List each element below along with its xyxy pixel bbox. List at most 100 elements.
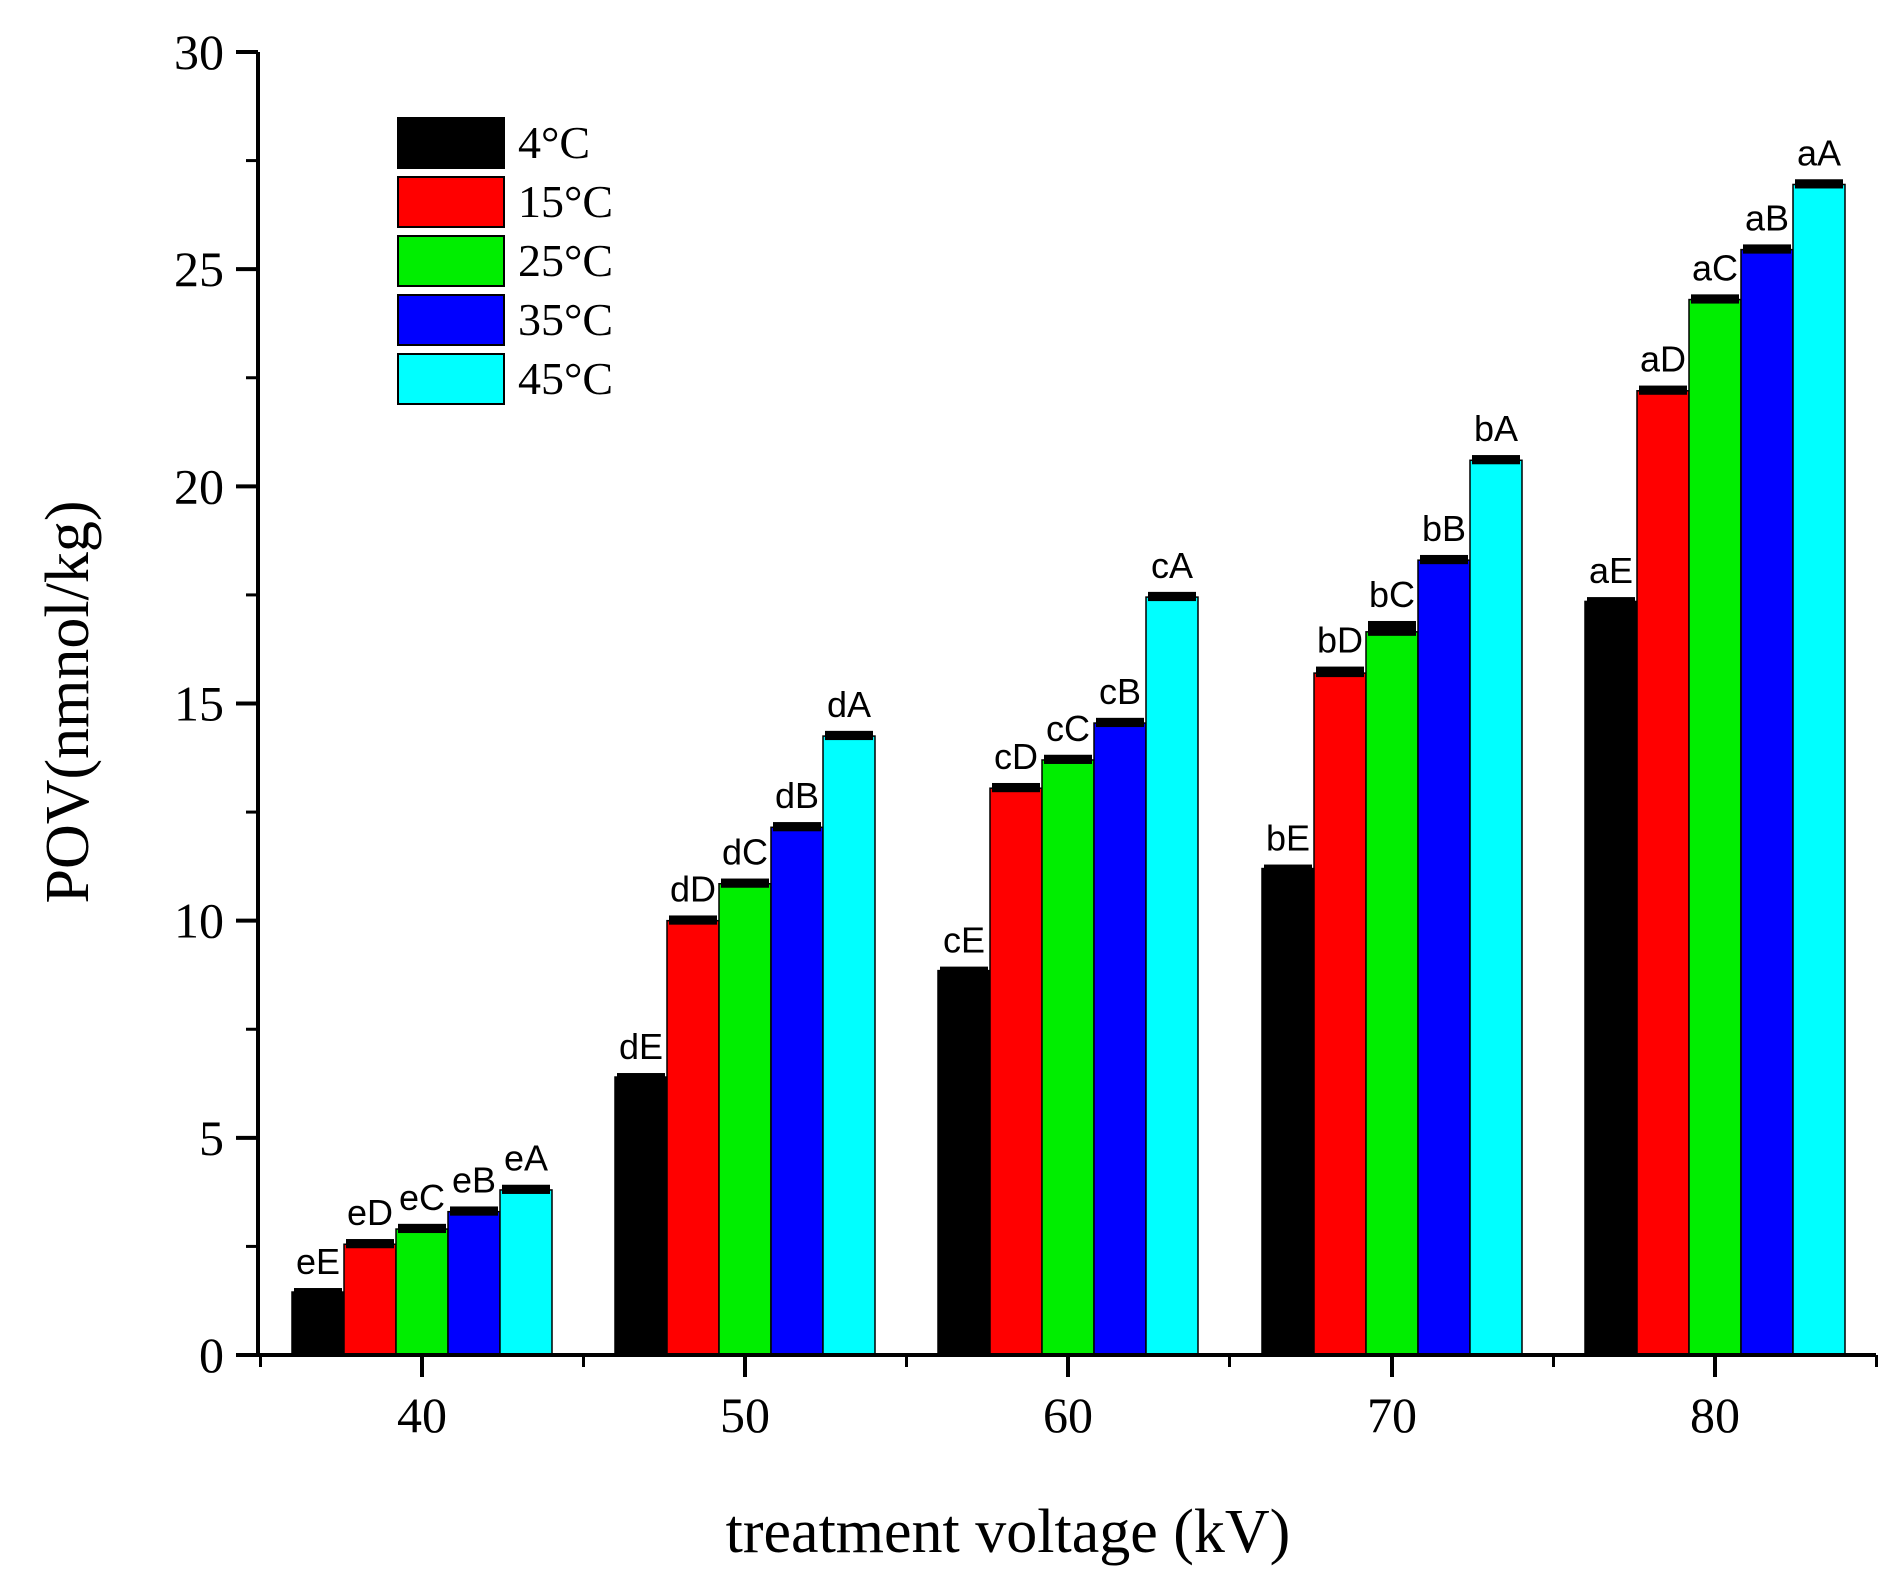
bar: [1417, 559, 1471, 1356]
bar: [1313, 672, 1367, 1356]
x-tick-label: 60: [1043, 1387, 1093, 1443]
significance-label: eC: [399, 1177, 445, 1218]
significance-label: dA: [827, 684, 871, 725]
error-cap: [1795, 179, 1843, 189]
legend-swatch: [397, 176, 505, 228]
bar: [499, 1189, 553, 1356]
bar: [718, 882, 772, 1356]
y-tick-label: 30: [174, 24, 224, 80]
bar: [291, 1291, 345, 1356]
y-tick-label: 10: [174, 893, 224, 949]
significance-label: cE: [943, 920, 985, 961]
x-tick-label: 50: [720, 1387, 770, 1443]
error-cap: [1264, 864, 1312, 873]
error-cap: [669, 915, 717, 925]
significance-label: eA: [504, 1138, 548, 1179]
legend-swatch: [397, 294, 505, 346]
bar: [447, 1210, 501, 1356]
legend-swatch: [397, 353, 505, 405]
legend-swatch: [397, 235, 505, 287]
y-tick-label: 15: [174, 676, 224, 732]
bar: [822, 735, 876, 1356]
significance-label: bA: [1474, 408, 1518, 449]
legend-swatch: [397, 117, 505, 169]
error-cap: [1743, 244, 1791, 254]
x-tick-label: 80: [1690, 1387, 1740, 1443]
bar: [1261, 867, 1315, 1356]
significance-label: bC: [1369, 574, 1415, 615]
significance-label: dC: [722, 832, 768, 873]
bar: [1792, 183, 1846, 1356]
bar: [989, 787, 1043, 1356]
error-cap: [940, 966, 988, 975]
error-cap: [773, 822, 821, 832]
bar: [770, 826, 824, 1356]
error-cap: [1148, 591, 1196, 602]
error-cap: [825, 730, 873, 741]
bar: [666, 919, 720, 1356]
y-tick-label: 25: [174, 241, 224, 297]
bar: [1093, 722, 1147, 1356]
significance-label: cD: [994, 736, 1038, 777]
error-cap: [502, 1184, 550, 1194]
significance-label: dB: [775, 775, 819, 816]
significance-label: bD: [1317, 620, 1363, 661]
y-tick-label: 0: [199, 1327, 224, 1383]
bar: [1740, 248, 1794, 1356]
significance-label: dD: [670, 868, 716, 909]
x-tick-label: 40: [397, 1387, 447, 1443]
significance-label: aA: [1797, 132, 1841, 173]
bar: [1145, 596, 1199, 1356]
significance-label: eB: [452, 1159, 496, 1200]
labels-layer: eE dE cE bE aE eD dD cD bD aD eC dC cC bC aC eB dB cB bB aB…: [296, 132, 1841, 1282]
significance-label: eE: [296, 1241, 340, 1282]
significance-label: aD: [1640, 339, 1686, 380]
x-axis-title: treatment voltage (kV): [726, 1498, 1291, 1566]
bar: [1365, 631, 1419, 1356]
error-cap: [1044, 754, 1092, 764]
significance-label: dE: [619, 1026, 663, 1067]
y-axis-title: POV(nmnol/kg): [34, 501, 102, 904]
bar: [1688, 298, 1742, 1356]
significance-label: cB: [1099, 671, 1141, 712]
significance-label: cA: [1151, 545, 1193, 586]
error-cap: [1368, 620, 1416, 636]
legend-label: 15°C: [518, 176, 613, 227]
legend: 4°C 15°C 25°C 35°C 45°C: [397, 117, 613, 405]
significance-label: cC: [1046, 708, 1090, 749]
y-tick-label: 20: [174, 458, 224, 514]
significance-label: aE: [1589, 550, 1633, 591]
error-cap: [1420, 554, 1468, 565]
bar: [1584, 600, 1638, 1356]
significance-label: bE: [1266, 818, 1310, 859]
y-tick-label: 5: [199, 1110, 224, 1166]
bar: [937, 969, 991, 1356]
error-cap: [617, 1073, 665, 1082]
error-cap: [1316, 666, 1364, 678]
error-cap: [294, 1288, 342, 1297]
bar: [614, 1076, 668, 1356]
significance-label: eD: [347, 1192, 393, 1233]
error-cap: [398, 1223, 446, 1234]
error-cap: [721, 878, 769, 888]
error-cap: [1096, 717, 1144, 728]
bar: [1636, 390, 1690, 1356]
bar: [395, 1228, 449, 1356]
significance-label: bB: [1422, 508, 1466, 549]
legend-label: 35°C: [518, 294, 613, 345]
bar: [343, 1243, 397, 1356]
legend-label: 45°C: [518, 353, 613, 404]
x-tick-label: 70: [1367, 1387, 1417, 1443]
error-cap: [450, 1206, 498, 1216]
error-cap: [1472, 455, 1520, 465]
legend-label: 25°C: [518, 235, 613, 286]
error-cap: [346, 1239, 394, 1249]
ticks-layer: 0 5 10 15 20 25 30 40 50 60 70 80: [174, 24, 1878, 1443]
error-cap: [992, 782, 1040, 793]
error-cap: [1587, 597, 1635, 606]
significance-label: aB: [1745, 197, 1789, 238]
significance-label: aC: [1692, 247, 1738, 288]
bar: [1469, 459, 1523, 1356]
